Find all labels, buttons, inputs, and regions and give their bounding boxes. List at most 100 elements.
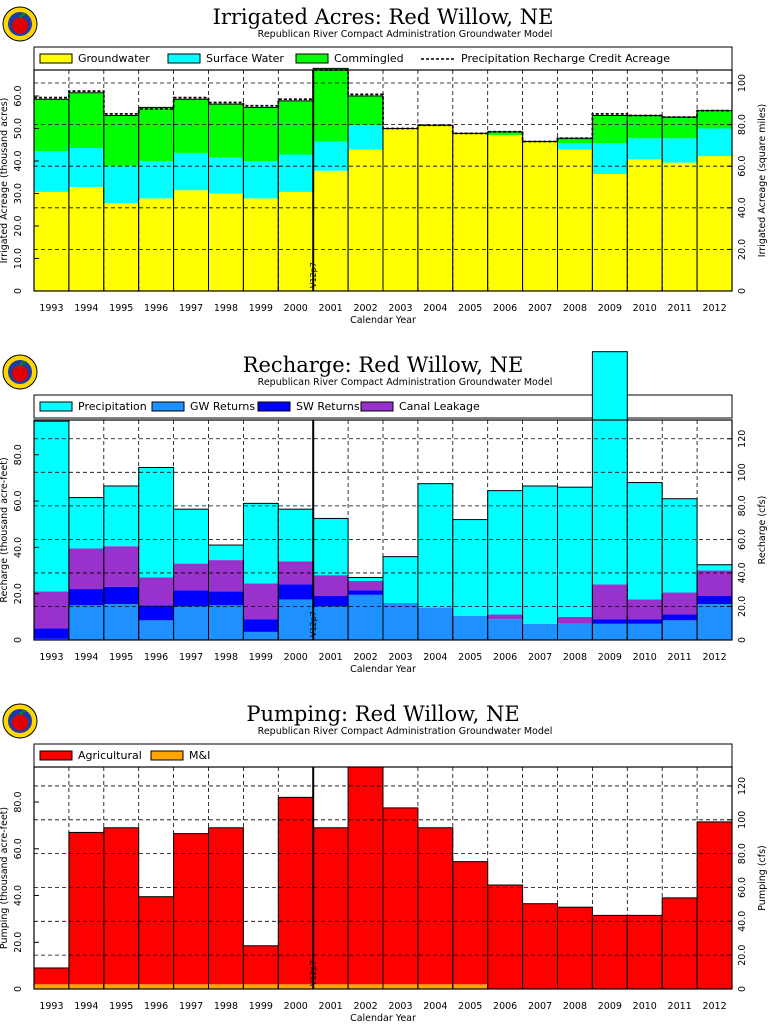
bar-segment-groundwater — [348, 149, 383, 291]
bar-segment-m-i — [243, 984, 279, 989]
x-tick-label: 2001 — [319, 303, 343, 314]
bar-segment-commingled — [313, 68, 349, 142]
bar-segment-precipitation — [627, 482, 663, 600]
bar-segment-groundwater — [592, 174, 628, 291]
y2-tick-label: 100 — [737, 811, 748, 829]
y-tick-label: 30.0 — [13, 183, 24, 204]
legend-label: Agricultural — [78, 749, 142, 762]
y2-tick-label: 0 — [737, 986, 748, 992]
bar-segment-precipitation — [68, 497, 104, 549]
bar-segment-commingled — [278, 100, 314, 155]
bar-segment-groundwater — [383, 128, 418, 291]
bar-segment-groundwater — [627, 159, 663, 291]
x-tick-label: 1997 — [179, 1001, 203, 1012]
bar-segment-surface-water — [662, 138, 698, 163]
legend-label: Precipitation Recharge Credit Acreage — [461, 52, 670, 65]
x-tick-label: 2007 — [528, 1001, 552, 1012]
bar-segment-canal-leakage — [243, 583, 279, 620]
x-tick-label: 1999 — [249, 652, 273, 663]
x-tick-label: 2010 — [633, 303, 657, 314]
legend-label: GW Returns — [190, 400, 255, 413]
bar-segment-m-i — [278, 984, 314, 989]
bar-segment-sw-returns — [627, 619, 663, 624]
bar-segment-canal-leakage — [662, 592, 698, 615]
legend-label: Groundwater — [78, 52, 150, 65]
legend-swatch — [257, 401, 291, 412]
y-tick-label: 50.0 — [13, 118, 24, 139]
x-tick-label: 1999 — [249, 1001, 273, 1012]
y-tick-label: 0 — [13, 986, 24, 992]
y-tick-label: 40.0 — [13, 537, 24, 558]
bar-segment-commingled — [138, 107, 174, 161]
bar-segment-commingled — [68, 92, 104, 148]
bar-segment-agricultural — [278, 797, 314, 985]
bar-segment-commingled — [487, 131, 523, 135]
bar-segment-agricultural — [627, 915, 663, 989]
bar-segment-precipitation — [173, 509, 209, 564]
bar-segment-gw-returns — [487, 619, 523, 640]
bar-segment-canal-leakage — [138, 577, 174, 606]
bar-segment-precipitation — [662, 498, 698, 593]
bar-segment-gw-returns — [627, 623, 663, 640]
bar-segment-surface-water — [627, 138, 663, 160]
bar-segment-commingled — [173, 99, 209, 153]
y2-tick-label: 40.0 — [737, 562, 748, 583]
x-tick-label: 2008 — [563, 303, 587, 314]
bar-segment-surface-water — [278, 154, 314, 192]
bar-segment-surface-water — [173, 152, 209, 191]
y2-tick-label: 40.0 — [737, 911, 748, 932]
precip-credit-line — [34, 69, 732, 143]
x-tick-label: 2012 — [702, 652, 726, 663]
bar-segment-m-i — [68, 984, 104, 989]
bar-segment-groundwater — [313, 170, 349, 291]
logo-apple — [12, 714, 28, 731]
x-tick-label: 2002 — [353, 303, 377, 314]
x-tick-label: 2009 — [598, 652, 622, 663]
bar-segment-sw-returns — [278, 584, 314, 600]
bar-segment-groundwater — [68, 187, 104, 291]
bar-segment-agricultural — [313, 827, 349, 985]
bar-segment-gw-returns — [592, 623, 628, 640]
bar-segment-groundwater — [522, 141, 558, 291]
bar-segment-groundwater — [487, 135, 523, 291]
bar-segment-surface-water — [208, 157, 244, 194]
bar-segment-gw-returns — [278, 599, 314, 640]
x-tick-label: 2009 — [598, 1001, 622, 1012]
legend-swatch — [39, 401, 73, 412]
x-tick-label: 1994 — [74, 1001, 98, 1012]
y2-tick-label: 0 — [737, 288, 748, 294]
bar-segment-canal-leakage — [34, 591, 69, 629]
x-tick-label: 2006 — [493, 303, 517, 314]
legend-swatch — [39, 53, 73, 64]
bar-segment-agricultural — [243, 945, 279, 985]
legend-label: Canal Leakage — [399, 400, 480, 413]
bar-segment-sw-returns — [68, 589, 104, 606]
apple-seal-logo-icon — [2, 703, 38, 739]
bar-segment-gw-returns — [173, 606, 209, 640]
bar-segment-sw-returns — [313, 596, 349, 607]
x-tick-label: 2012 — [702, 1001, 726, 1012]
bar-segment-agricultural — [348, 767, 383, 985]
x-tick-label: 2011 — [668, 1001, 692, 1012]
bar-segment-m-i — [383, 984, 418, 989]
x-axis-label: Calendar Year — [350, 315, 416, 326]
apple-seal-logo-icon — [2, 354, 38, 390]
bar-segment-gw-returns — [417, 607, 453, 640]
x-tick-label: 2003 — [388, 1001, 412, 1012]
bar-segment-canal-leakage — [173, 563, 209, 591]
bar-segment-canal-leakage — [557, 616, 593, 624]
x-tick-label: 2004 — [423, 303, 447, 314]
x-tick-label: 1995 — [109, 652, 133, 663]
model-marker-label: V12p7 — [309, 262, 318, 288]
logo-leaf — [19, 12, 27, 19]
y-tick-label: 60.0 — [13, 838, 24, 859]
y2-tick-label: 80.0 — [737, 843, 748, 864]
x-tick-label: 1998 — [214, 1001, 238, 1012]
x-tick-label: 2000 — [284, 652, 308, 663]
y2-tick-label: 60.0 — [737, 877, 748, 898]
y-axis-label: Recharge (thousand acre-feet) — [0, 457, 10, 602]
bar-segment-precipitation — [103, 486, 139, 547]
bar-segment-sw-returns — [592, 619, 628, 624]
